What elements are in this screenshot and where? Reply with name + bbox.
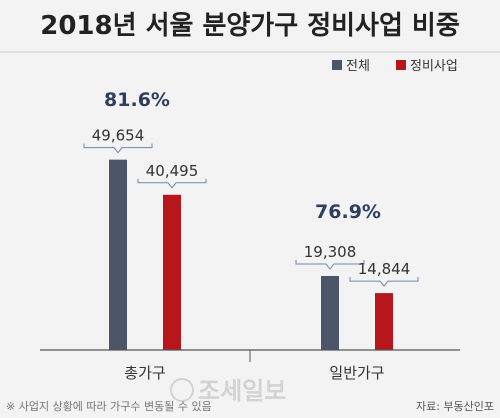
group-annotation-total: 81.6% xyxy=(104,89,170,111)
watermark-text: 조세일보 xyxy=(198,377,286,405)
data-label-renewal-all-households: 40,495 xyxy=(146,162,199,180)
watermark: 조세일보 xyxy=(170,377,286,405)
watermark-logo-icon xyxy=(170,378,194,402)
group-annotation-general: 76.9% xyxy=(315,201,381,223)
value-callout-bracket xyxy=(137,178,207,189)
value-callout-bracket xyxy=(349,277,419,287)
bar-renewal-all-households xyxy=(163,194,181,350)
legend-label-total: 전체 xyxy=(346,59,370,74)
chart-title: 2018년 서울 분양가구 정비사업 비중 xyxy=(40,11,460,41)
value-callout-bracket xyxy=(83,143,153,154)
footnote: ※ 사업지 상황에 따라 가구수 변동될 수 있음 xyxy=(6,399,212,413)
legend-swatch-total xyxy=(332,60,342,70)
legend-label-renewal: 정비사업 xyxy=(410,59,458,74)
value-callout-bracket xyxy=(295,259,365,270)
bar-total-all-households xyxy=(109,159,127,350)
legend: 전체 정비사업 xyxy=(332,59,458,74)
data-label-renewal-general-households: 14,844 xyxy=(358,260,411,278)
bar-total-general-households xyxy=(321,275,339,350)
data-label-total-general-households: 19,308 xyxy=(304,243,357,261)
x-tick-label-total: 총가구 xyxy=(124,364,165,382)
x-tick-label-general: 일반가구 xyxy=(329,364,384,382)
bar-renewal-general-households xyxy=(375,293,393,350)
data-label-total-all-households: 49,654 xyxy=(92,127,145,145)
source-label: 자료: 부동산인포 xyxy=(416,400,494,413)
legend-swatch-renewal xyxy=(396,60,406,70)
